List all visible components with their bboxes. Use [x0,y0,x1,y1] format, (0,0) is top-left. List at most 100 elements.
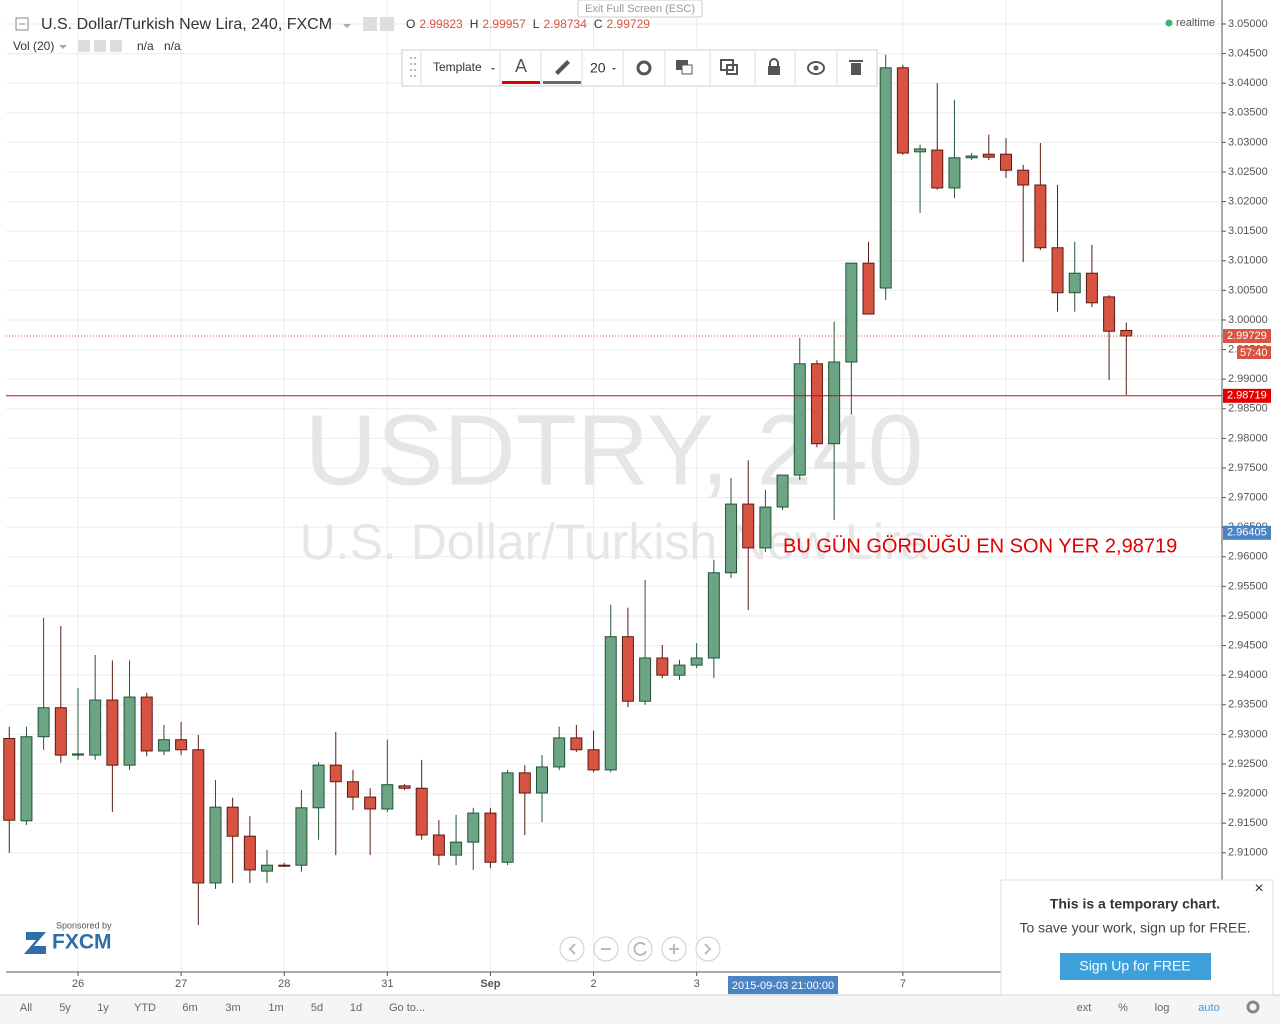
annotation: BU GÜN GÖRDÜĞÜ EN SON YER 2,98719 [783,534,1177,557]
candle-body [948,157,961,189]
goto-button[interactable]: Go to... [389,1002,425,1014]
x-tick-label: 28 [278,978,290,990]
toolbar-grip[interactable] [410,57,416,77]
candle-body [862,262,875,315]
last-price-tag [1223,329,1271,344]
ohlc-value: 2.99957 [482,17,526,31]
text-tool[interactable]: A [515,56,527,76]
option-button[interactable]: auto [1198,1002,1219,1014]
vol-icon[interactable] [94,40,106,52]
size-selector[interactable]: 20 [590,60,606,76]
settings-icon[interactable] [363,17,377,31]
range-button[interactable]: 1m [268,1002,283,1014]
y-tick-label: 2.93500 [1228,699,1268,711]
volume-value: n/a [164,39,181,53]
range-button[interactable]: 3m [225,1002,240,1014]
candle-body [845,262,858,363]
volume-label: Vol (20) [13,39,54,53]
option-button[interactable]: ext [1077,1002,1092,1014]
option-button[interactable]: % [1118,1002,1128,1014]
dropdown-arrow[interactable] [343,24,351,28]
scroll-right[interactable] [695,936,721,962]
y-tick-label: 2.99000 [1228,373,1268,385]
candle-body [1085,272,1098,304]
axis-layer: 2.91000 2.91500 2.92000 2.92500 2.93000 2.935… [72,18,1271,994]
candle-body [398,785,411,789]
x-tick-label: 3 [694,978,700,990]
collapse-icon[interactable] [15,17,29,31]
bottom-bar-items: All 5y 1y YTD 6m 3m 1m 5d 1d Go to... ext% log auto [20,1002,1220,1014]
fxcm-logo [24,932,46,954]
candle-body [965,155,978,159]
x-tick-label: 2 [590,978,596,990]
crosshair-time: 2015-09-03 21:00:00 [732,980,834,992]
crosshair-time-tag [728,976,838,994]
pencil-tool[interactable] [555,60,570,75]
drawing-toolbar: Template A 20 [401,49,878,87]
y-tick-label: 2.97500 [1228,462,1268,474]
y-tick-label: 3.04000 [1228,77,1268,89]
watermark-subtitle: U.S. Dollar/Turkish New Lira [300,514,929,570]
candle-body [295,807,308,866]
candle-body [467,812,480,843]
vol-icon[interactable] [78,40,90,52]
last-price-tag-label: 2.99729 [1227,330,1267,342]
settings-button[interactable] [1246,1000,1260,1014]
range-button[interactable]: 5d [311,1002,323,1014]
candle-body [673,664,686,676]
dropdown-arrow[interactable] [59,45,67,49]
range-button[interactable]: All [20,1002,32,1014]
candle-body [810,363,823,445]
signup-button[interactable] [1060,953,1211,980]
crosshair-price-tag-label: 2.96405 [1227,527,1267,539]
grid-layer [6,0,1222,972]
option-button[interactable]: log [1155,1002,1170,1014]
ohlc-value: 2.99729 [607,17,651,31]
candle-body [621,636,634,702]
countdown: 57:40 [1240,347,1268,359]
countdown-tag [1237,346,1271,360]
candle-body [828,361,841,445]
candle-body [896,67,909,154]
lock-tool[interactable] [768,66,780,75]
candle-body [243,835,256,871]
ohlc-value: 2.98734 [543,17,587,31]
popup-close[interactable]: × [1254,880,1263,897]
price-line-tag-label: 2.98719 [1227,390,1267,402]
delete-tool[interactable] [851,63,861,75]
nav-glyphs [568,941,712,956]
exit-fullscreen[interactable] [577,0,703,18]
y-tick-label: 2.98500 [1228,403,1268,415]
x-tick-label: Sep [480,978,500,990]
range-button[interactable]: 1d [350,1002,362,1014]
reset[interactable] [627,936,653,962]
range-button[interactable]: 6m [182,1002,197,1014]
candle-body [209,806,222,884]
candle-body [72,753,84,756]
ohlc-legend: O 2.99823 H 2.99957 L 2.98734 C 2.99729 [406,17,650,31]
signup-popup: × This is a temporary chart. To save you… [1000,879,1274,996]
range-button[interactable]: YTD [134,1002,156,1014]
visibility-tool[interactable] [807,61,825,75]
y-tick-label: 2.94000 [1228,669,1268,681]
y-tick-label: 2.95000 [1228,610,1268,622]
candle-body [364,796,377,810]
candle-body [518,772,531,794]
range-button[interactable]: 5y [59,1002,71,1014]
close-icon[interactable] [380,17,394,31]
y-tick-label: 3.03500 [1228,107,1268,119]
candle-body [725,503,738,574]
settings-tool[interactable] [636,60,652,76]
x-tick-label: 7 [900,978,906,990]
scroll-left[interactable] [559,936,585,962]
y-tick-label: 3.00500 [1228,284,1268,296]
candle-body [776,474,789,508]
range-button[interactable]: 1y [97,1002,109,1014]
candle-body [587,749,600,771]
vol-icon[interactable] [110,40,122,52]
bottom-bar [0,995,1280,1024]
template-button[interactable]: Template [433,60,482,74]
candle-body [20,736,33,822]
